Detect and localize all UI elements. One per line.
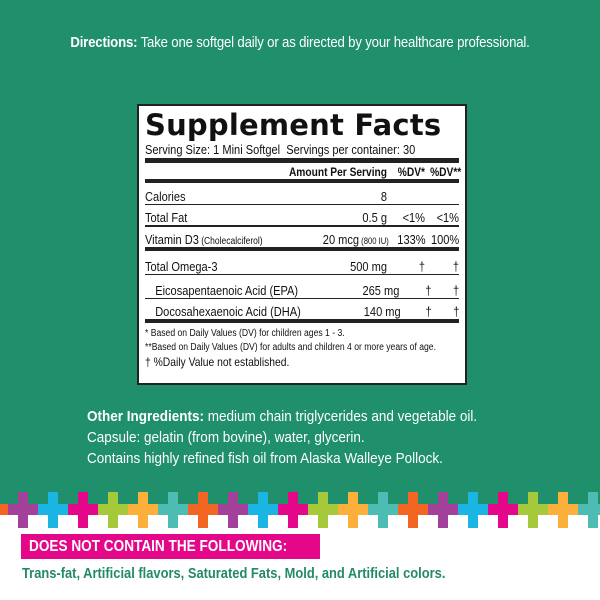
plus-cross-icon: [0, 504, 8, 515]
nutrient-amount: 500 mg: [350, 259, 387, 274]
nutrient-amount: 265 mg: [362, 283, 400, 298]
plus-cross-icon: [578, 492, 600, 528]
plus-cross-icon: [8, 492, 38, 528]
plus-cross-icon: [518, 492, 548, 528]
plus-cross-icon: [68, 492, 98, 528]
dv1-header: %DV*: [397, 165, 425, 179]
plus-cross-icon: [158, 492, 188, 528]
plus-cross-icon: [278, 492, 308, 528]
nutrient-amount: 140 mg: [364, 304, 401, 319]
table-row: Calories 8: [145, 183, 459, 205]
nutrient-amount: 20 mcg: [323, 232, 360, 247]
servings-per-container: Servings per container: 30: [286, 142, 416, 157]
nutrient-dv2: 100%: [430, 232, 459, 247]
other-ingredients: Other Ingredients: medium chain triglyce…: [87, 406, 477, 469]
nutrient-name: Docosahexaenoic Acid (DHA): [155, 304, 301, 319]
facts-footnotes: * Based on Daily Values (DV) for childre…: [145, 327, 436, 370]
amount-header: Amount Per Serving: [288, 165, 387, 179]
plus-cross-icon: [128, 492, 158, 528]
does-not-contain-banner: DOES NOT CONTAIN THE FOLLOWING:: [21, 534, 320, 559]
nutrient-dv2: †: [452, 304, 459, 319]
table-row: Vitamin D3 (Cholecalciferol) 20 mcg (800…: [145, 227, 459, 251]
nutrient-amount: 0.5 g: [362, 210, 387, 225]
dv2-header: %DV**: [430, 165, 462, 179]
plus-cross-icon: [428, 492, 458, 528]
serving-size: Serving Size: 1 Mini Softgel: [145, 142, 281, 157]
other-ingredients-label: Other Ingredients:: [87, 408, 205, 425]
nutrient-dv1: †: [424, 283, 431, 298]
table-row: Eicosapentaenoic Acid (EPA) 265 mg † †: [145, 275, 459, 299]
does-not-contain-heading: DOES NOT CONTAIN THE FOLLOWING:: [29, 538, 288, 555]
nutrient-dv2: <1%: [436, 210, 459, 225]
nutrient-name: Total Omega-3: [145, 259, 218, 274]
plus-cross-icon: [188, 492, 218, 528]
facts-title: Supplement Facts: [145, 108, 442, 142]
plus-cross-icon: [488, 492, 518, 528]
plus-cross-icon: [548, 492, 578, 528]
plus-cross-icon: [368, 492, 398, 528]
nutrient-amount-note: (800 IU): [359, 236, 390, 246]
decorative-cross-border: [0, 492, 600, 528]
directions-label: Directions:: [70, 34, 138, 51]
nutrient-name: Eicosapentaenoic Acid (EPA): [155, 283, 299, 298]
serving-info: Serving Size: 1 Mini Softgel Servings pe…: [145, 142, 459, 163]
facts-header-row: Amount Per Serving %DV* %DV**: [145, 163, 462, 183]
nutrient-dv2: †: [452, 283, 459, 298]
plus-cross-icon: [398, 492, 428, 528]
plus-cross-icon: [458, 492, 488, 528]
footnote-children: * Based on Daily Values (DV) for childre…: [145, 328, 345, 339]
nutrient-dv1: 133%: [397, 232, 426, 247]
other-ingredients-line1: medium chain triglycerides and vegetable…: [204, 408, 478, 425]
capsule-ingredients: Capsule: gelatin (from bovine), water, g…: [87, 429, 365, 446]
nutrient-name-note: (Cholecalciferol): [198, 236, 263, 247]
supplement-facts-panel: Supplement Facts Serving Size: 1 Mini So…: [137, 104, 467, 385]
plus-cross-icon: [98, 492, 128, 528]
footnote-adults: **Based on Daily Values (DV) for adults …: [145, 342, 436, 353]
plus-cross-icon: [248, 492, 278, 528]
directions-body: Take one softgel daily or as directed by…: [137, 34, 530, 51]
nutrient-name: Vitamin D3: [145, 232, 199, 247]
nutrient-amount: 8: [380, 189, 387, 204]
nutrient-dv1: <1%: [402, 210, 425, 225]
plus-cross-icon: [218, 492, 248, 528]
nutrient-dv2: †: [452, 259, 459, 274]
directions-text: Directions: Take one softgel daily or as…: [36, 34, 564, 51]
table-row: Docosahexaenoic Acid (DHA) 140 mg † †: [145, 299, 459, 323]
table-row: Total Fat 0.5 g <1% <1%: [145, 205, 459, 227]
fish-oil-source: Contains highly refined fish oil from Al…: [87, 450, 443, 467]
nutrient-dv1: †: [425, 304, 432, 319]
nutrient-dv1: †: [418, 259, 425, 274]
plus-cross-icon: [38, 492, 68, 528]
plus-cross-icon: [308, 492, 338, 528]
nutrient-name: Calories: [145, 189, 186, 204]
table-row: Total Omega-3 500 mg † †: [145, 251, 459, 275]
nutrient-name: Total Fat: [145, 210, 188, 225]
footnote-dagger: † %Daily Value not established.: [145, 355, 290, 369]
plus-cross-icon: [338, 492, 368, 528]
exclusions-list: Trans-fat, Artificial flavors, Saturated…: [22, 565, 446, 582]
